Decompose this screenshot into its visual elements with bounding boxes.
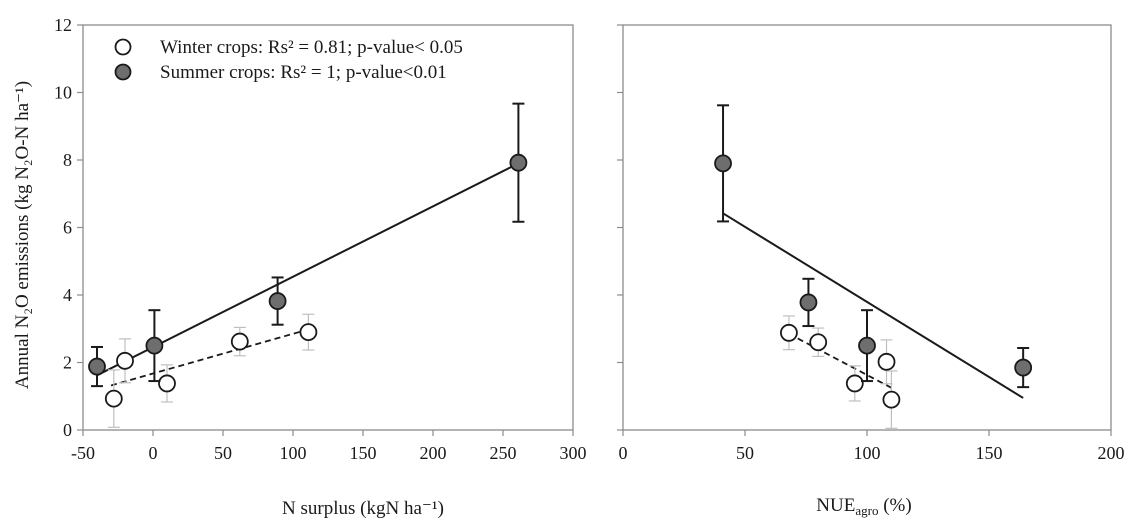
right-winter-trendline (788, 333, 892, 389)
y-tick-label: 6 (63, 218, 72, 238)
left-winter-point (299, 323, 318, 342)
left-plot-frame (82, 24, 574, 431)
y-tick-label: 10 (54, 83, 72, 103)
legend: Winter crops: Rs² = 0.81; p-value< 0.05 … (114, 37, 463, 83)
right-winter-point (780, 323, 798, 342)
left-winter-point (104, 389, 123, 408)
left-x-tick-label: 150 (350, 443, 377, 463)
left-summer-point (88, 357, 106, 376)
left-x-tick-label: 100 (280, 443, 307, 463)
right-summer-point (714, 154, 732, 173)
right-winter-point (809, 333, 828, 352)
right-winter-point (882, 390, 901, 409)
left-winter-point (158, 374, 176, 393)
left-summer-point (145, 336, 164, 355)
left-x-tick-label: 250 (490, 443, 517, 463)
x-axis-title-right: NUEagro (%) (816, 495, 911, 518)
left-summer-point (509, 153, 528, 172)
right-x-tick-label: 100 (854, 443, 881, 463)
legend-summer-label: Summer crops: Rs² = 1; p-value<0.01 (160, 62, 447, 83)
right-panel: 0 50 100 150 200 (617, 24, 1125, 463)
right-x-tick-label: 150 (976, 443, 1003, 463)
y-tick-label: 8 (63, 150, 72, 170)
right-x-tick-label: 50 (736, 443, 754, 463)
legend-winter-marker (114, 38, 132, 56)
right-summer-trendline (722, 212, 1024, 399)
y-tick-label: 0 (63, 420, 72, 440)
left-x-tick-label: 0 (149, 443, 158, 463)
right-summer-point (1014, 358, 1033, 377)
y-tick-label: 2 (63, 353, 72, 373)
legend-winter-label: Winter crops: Rs² = 0.81; p-value< 0.05 (160, 37, 463, 58)
right-summer-point (858, 336, 876, 355)
right-x-tick-label: 200 (1098, 443, 1125, 463)
left-x-tick-label: 200 (420, 443, 447, 463)
x-axis-title-right-rest: (%) (878, 495, 911, 516)
left-summer-trendline (96, 162, 519, 377)
left-winter-point (230, 332, 249, 351)
right-winter-point (877, 352, 896, 371)
x-axis-title-right-main: NUE (816, 495, 855, 516)
y-tick-label: 12 (54, 15, 72, 35)
left-winter-point (116, 351, 134, 370)
y-tick-label: 4 (63, 285, 72, 305)
right-winter-point (845, 374, 864, 393)
x-axis-title-right-sub: agro (855, 503, 878, 518)
left-summer-point (268, 292, 287, 310)
left-x-tick-label: 50 (214, 443, 232, 463)
x-axis-title-left: N surplus (kgN ha⁻¹) (282, 498, 444, 519)
left-panel: 0 2 4 6 8 10 12 -50 0 50 100 150 200 250 300 (54, 15, 587, 463)
y-axis-title: Annual N₂O emissions (kg N₂O-N ha⁻¹) (12, 81, 33, 389)
left-winter-trendline (110, 328, 309, 387)
right-summer-point (799, 293, 818, 312)
left-x-tick-label: 300 (560, 443, 587, 463)
legend-summer-marker (114, 63, 132, 81)
left-x-tick-label: -50 (71, 443, 95, 463)
right-x-tick-label: 0 (619, 443, 628, 463)
